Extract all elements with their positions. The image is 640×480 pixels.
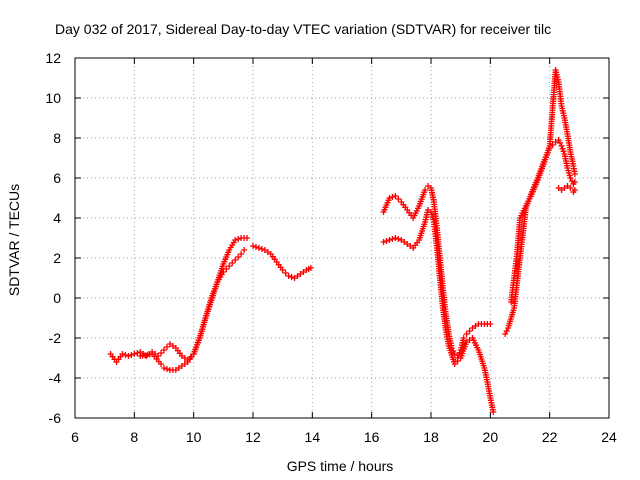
data-point [250,243,256,249]
data-point [244,235,251,241]
data-point [122,352,129,358]
data-point [571,187,578,193]
data-point [395,236,402,242]
data-point [392,193,399,199]
data-point [134,350,141,356]
data-point [559,145,566,152]
data-point [255,245,262,251]
data-point [451,351,458,357]
data-point [163,344,170,350]
y-tick-label: 6 [53,170,61,186]
series-track-g [508,67,578,305]
data-point [463,331,470,337]
data-point [285,273,292,279]
x-axis-title: GPS time / hours [287,458,394,474]
chart-title: Day 032 of 2017, Sidereal Day-to-day VTE… [55,21,551,37]
x-tick-label: 16 [364,429,380,445]
data-point [386,237,393,243]
data-point [163,366,170,372]
x-tick-label: 12 [245,429,261,445]
data-point [460,335,467,341]
data-point [238,251,245,257]
data-point [560,148,567,155]
data-point [161,365,167,371]
data-point [229,260,236,266]
data-point [466,328,473,334]
data-point [451,361,458,367]
y-tick-labels: -6 -4 -2 0 2 4 6 8 10 12 [45,50,61,426]
y-tick-label: -4 [49,370,62,386]
x-tick-label: 10 [186,429,202,445]
data-point [389,236,396,242]
data-point [158,350,165,356]
y-tick-label: 2 [53,250,61,266]
y-tick-label: 8 [53,130,61,146]
data-point [392,235,399,241]
data-point [131,351,138,357]
y-tick-label: -6 [49,410,62,426]
x-tick-labels: 6 8 10 12 14 16 18 20 22 24 [71,429,617,445]
x-tick-label: 18 [423,429,439,445]
x-tick-label: 14 [305,429,321,445]
data-point [395,196,402,202]
data-point [454,358,461,364]
data-point [549,142,556,148]
series-track-e [380,207,497,415]
y-tick-label: -2 [49,330,62,346]
y-tick-label: 0 [53,290,61,306]
series-track-h [555,183,578,195]
data-point [258,246,265,252]
data-point [571,179,578,185]
data-point [288,274,295,280]
data-point [232,257,239,263]
x-tick-label: 24 [601,429,617,445]
data-point [119,351,126,357]
data-point [571,171,578,177]
data-point [389,194,396,200]
y-axis-title: SDTVAR / TECUs [6,184,22,296]
data-point [128,352,135,358]
data-point [235,254,242,260]
y-tick-label: 12 [45,50,61,66]
data-point [158,361,165,367]
data-point [252,244,259,250]
data-point [490,409,497,415]
data-point [558,143,565,149]
data-point [380,239,387,245]
data-point [282,270,289,276]
x-tick-label: 22 [542,429,558,445]
data-point [279,267,286,273]
data-point [386,195,393,201]
data-point [241,247,248,253]
data-point [567,185,574,191]
data-point [456,349,463,356]
data-point [487,321,494,327]
data-point [422,187,429,193]
data-point [307,265,314,271]
data-point [232,237,239,243]
series-track-b [137,235,251,373]
x-tick-label: 20 [483,429,499,445]
x-tick-label: 6 [71,429,79,445]
data-point [161,347,167,353]
data-point [125,353,132,359]
data-point [226,263,233,269]
data-point [383,238,390,244]
y-tick-label: 4 [53,210,61,226]
data-point [235,236,242,242]
series-track-c [250,243,314,281]
y-tick-label: 10 [45,90,61,106]
data-points [107,67,578,415]
plot-frame [74,57,610,419]
x-tick-label: 8 [130,429,138,445]
